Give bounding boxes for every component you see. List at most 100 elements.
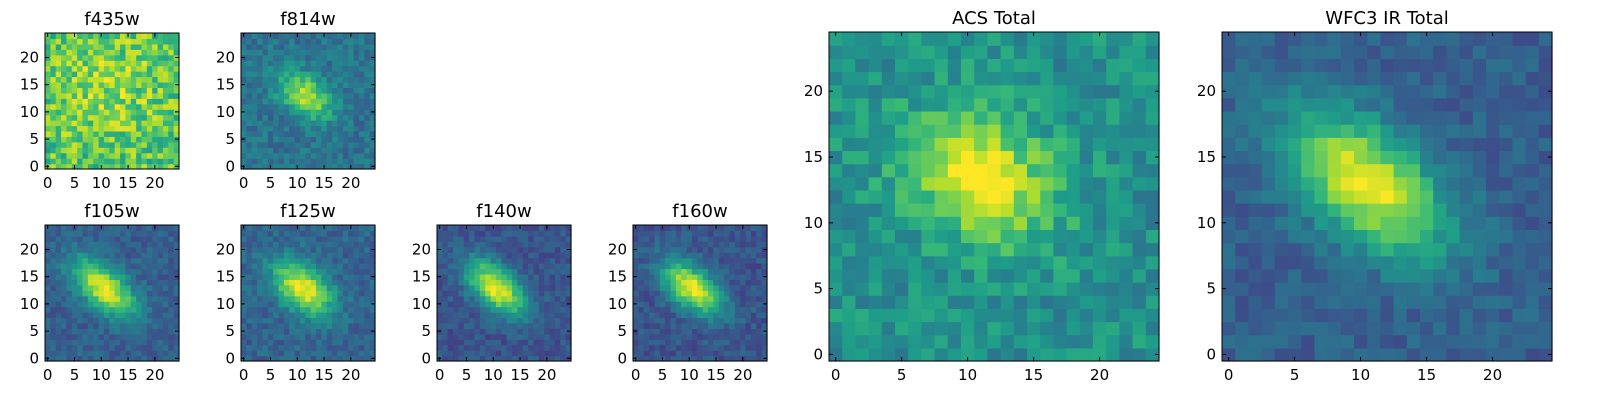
heatmap-cell [675,306,682,313]
heatmap-cell [246,257,253,264]
heatmap-cell [77,54,84,61]
heatmap-cell [512,333,518,340]
heatmap-cell [294,322,301,329]
heatmap-cell [713,322,720,329]
heatmap-cell [273,230,280,237]
heatmap-cell [485,279,492,286]
heatmap-cell [136,252,143,259]
heatmap-cell [1380,282,1395,296]
panel-title: f105w [84,201,139,222]
heatmap-cell [549,225,556,232]
heatmap-cell [713,241,720,248]
panel-title: f125w [280,201,335,222]
heatmap-cell [1327,242,1342,257]
heatmap-cell [332,76,339,83]
heatmap-cell [136,317,143,324]
heatmap-cell [87,322,94,329]
heatmap-cell [708,246,714,253]
heatmap-cell [353,317,360,324]
heatmap-cell [241,235,247,242]
heatmap-cell [501,355,508,362]
heatmap-cell [1013,229,1028,244]
heatmap-cell [469,295,476,302]
heatmap-cell [98,284,105,291]
heatmap-cell [718,301,725,308]
heatmap-cell [934,334,949,349]
heatmap-cell [437,339,443,346]
heatmap-cell [246,54,253,61]
x-tick-label: 10 [92,174,111,192]
heatmap-cell [554,241,561,248]
heatmap-cell [691,225,698,232]
y-tick-label: 15 [216,76,235,94]
panel-frame [240,224,376,362]
heatmap-cell [316,290,322,297]
heatmap-cell [745,290,752,297]
heatmap-cell [734,257,741,264]
heatmap-cell [1079,84,1094,99]
heatmap-cell [549,344,556,351]
heatmap-cell [358,87,365,94]
heatmap-cell [1093,58,1107,73]
heatmap-cell [82,152,89,159]
heatmap-cell [66,81,73,88]
heatmap-cell [517,350,524,357]
heatmap-cell [61,246,68,253]
heatmap-cell [93,339,100,346]
heatmap-cell [1459,229,1474,244]
heatmap-cell [1079,295,1094,309]
heatmap-cell [1066,203,1081,217]
heatmap-cell [321,43,328,50]
heatmap-cell [241,92,247,99]
heatmap-cell [745,257,752,264]
heatmap-cell [364,317,371,324]
heatmap-cell [71,114,78,121]
heatmap-cell [533,268,540,275]
heatmap-cell [77,279,84,286]
heatmap-cell [458,235,465,242]
heatmap-cell [485,306,492,313]
heatmap-cell [136,339,143,346]
heatmap-cell [157,322,164,329]
heatmap-cell [146,344,153,351]
heatmap-cell [729,273,736,280]
heatmap-cell [1119,189,1134,204]
heatmap-cell [305,33,312,40]
heatmap-cell [136,120,143,127]
heatmap-cell [50,241,57,248]
heatmap-cell [1288,268,1302,283]
heatmap-cell [45,339,51,346]
heatmap-cell [71,54,78,61]
heatmap-cell [257,152,264,159]
heatmap-cell [1106,308,1120,323]
heatmap-cell [691,322,698,329]
heatmap-cell [77,246,84,253]
heatmap-cell [273,290,280,297]
heatmap-cell [125,328,132,335]
heatmap-cell [71,136,78,143]
heatmap-cell [1499,295,1513,309]
heatmap-cell [82,54,89,61]
heatmap-cell [294,38,301,45]
heatmap-cell [517,339,524,346]
heatmap-cell [538,225,545,232]
heatmap-cell [342,263,349,270]
x-tick-label: 15 [315,366,334,384]
heatmap-cell [533,295,540,302]
heatmap-cell [321,306,328,313]
heatmap-cell [93,350,100,357]
heatmap-cell [305,295,312,302]
heatmap-cell [670,295,677,302]
heatmap-cell [729,225,736,232]
heatmap-cell [299,60,306,67]
heatmap-cell [643,322,650,329]
heatmap-cell [136,241,143,248]
heatmap-cell [98,328,105,335]
heatmap-cell [77,60,84,67]
heatmap-cell [109,312,116,319]
heatmap-cell [544,317,551,324]
heatmap-cell [257,147,264,154]
heatmap-cell [55,98,62,105]
heatmap-cell [332,158,339,165]
heatmap-cell [691,306,698,313]
